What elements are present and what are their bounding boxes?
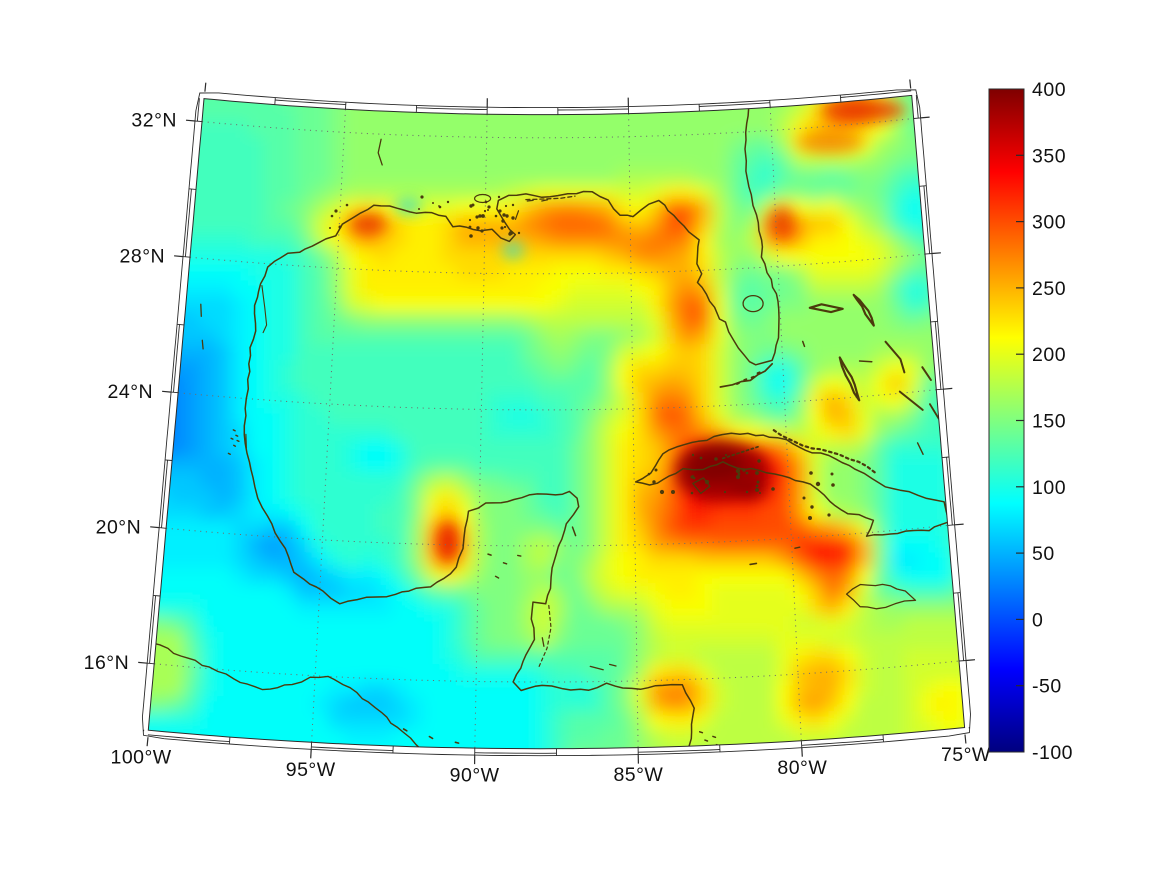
svg-text:200: 200 [1032,344,1066,366]
svg-text:-100: -100 [1032,742,1073,764]
svg-text:250: 250 [1032,278,1066,300]
svg-text:20°N: 20°N [96,516,142,538]
svg-text:16°N: 16°N [84,652,130,674]
svg-text:350: 350 [1032,145,1066,167]
svg-text:85°W: 85°W [613,764,663,786]
svg-text:0: 0 [1032,609,1043,631]
svg-text:100°W: 100°W [110,747,171,769]
svg-text:100: 100 [1032,477,1066,499]
svg-text:-50: -50 [1032,676,1062,698]
svg-text:28°N: 28°N [120,245,166,267]
svg-text:95°W: 95°W [286,759,336,781]
svg-text:24°N: 24°N [108,381,154,403]
svg-text:32°N: 32°N [131,110,177,132]
svg-text:300: 300 [1032,212,1066,234]
svg-text:50: 50 [1032,543,1055,565]
svg-text:75°W: 75°W [941,744,991,766]
svg-text:400: 400 [1032,79,1066,101]
svg-text:150: 150 [1032,411,1066,433]
svg-text:80°W: 80°W [777,757,827,779]
svg-text:90°W: 90°W [450,765,500,787]
